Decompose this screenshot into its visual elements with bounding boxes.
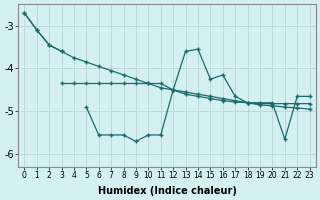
X-axis label: Humidex (Indice chaleur): Humidex (Indice chaleur): [98, 186, 236, 196]
